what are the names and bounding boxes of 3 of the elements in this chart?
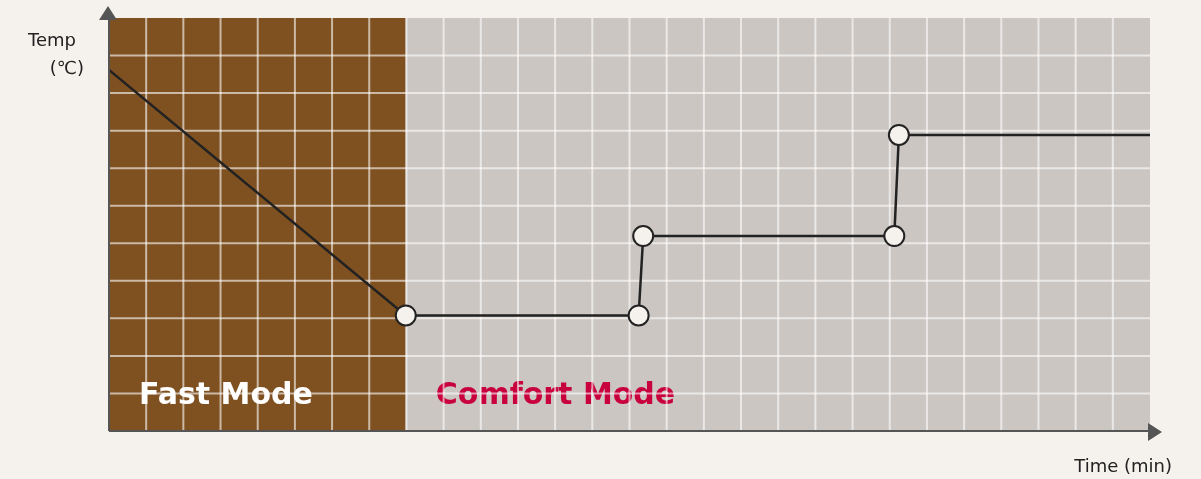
x-axis-title: Time (min): [1073, 455, 1172, 476]
y-axis-title: Temp (℃): [27, 29, 84, 78]
annotation: Comfort Mode: [435, 376, 676, 411]
